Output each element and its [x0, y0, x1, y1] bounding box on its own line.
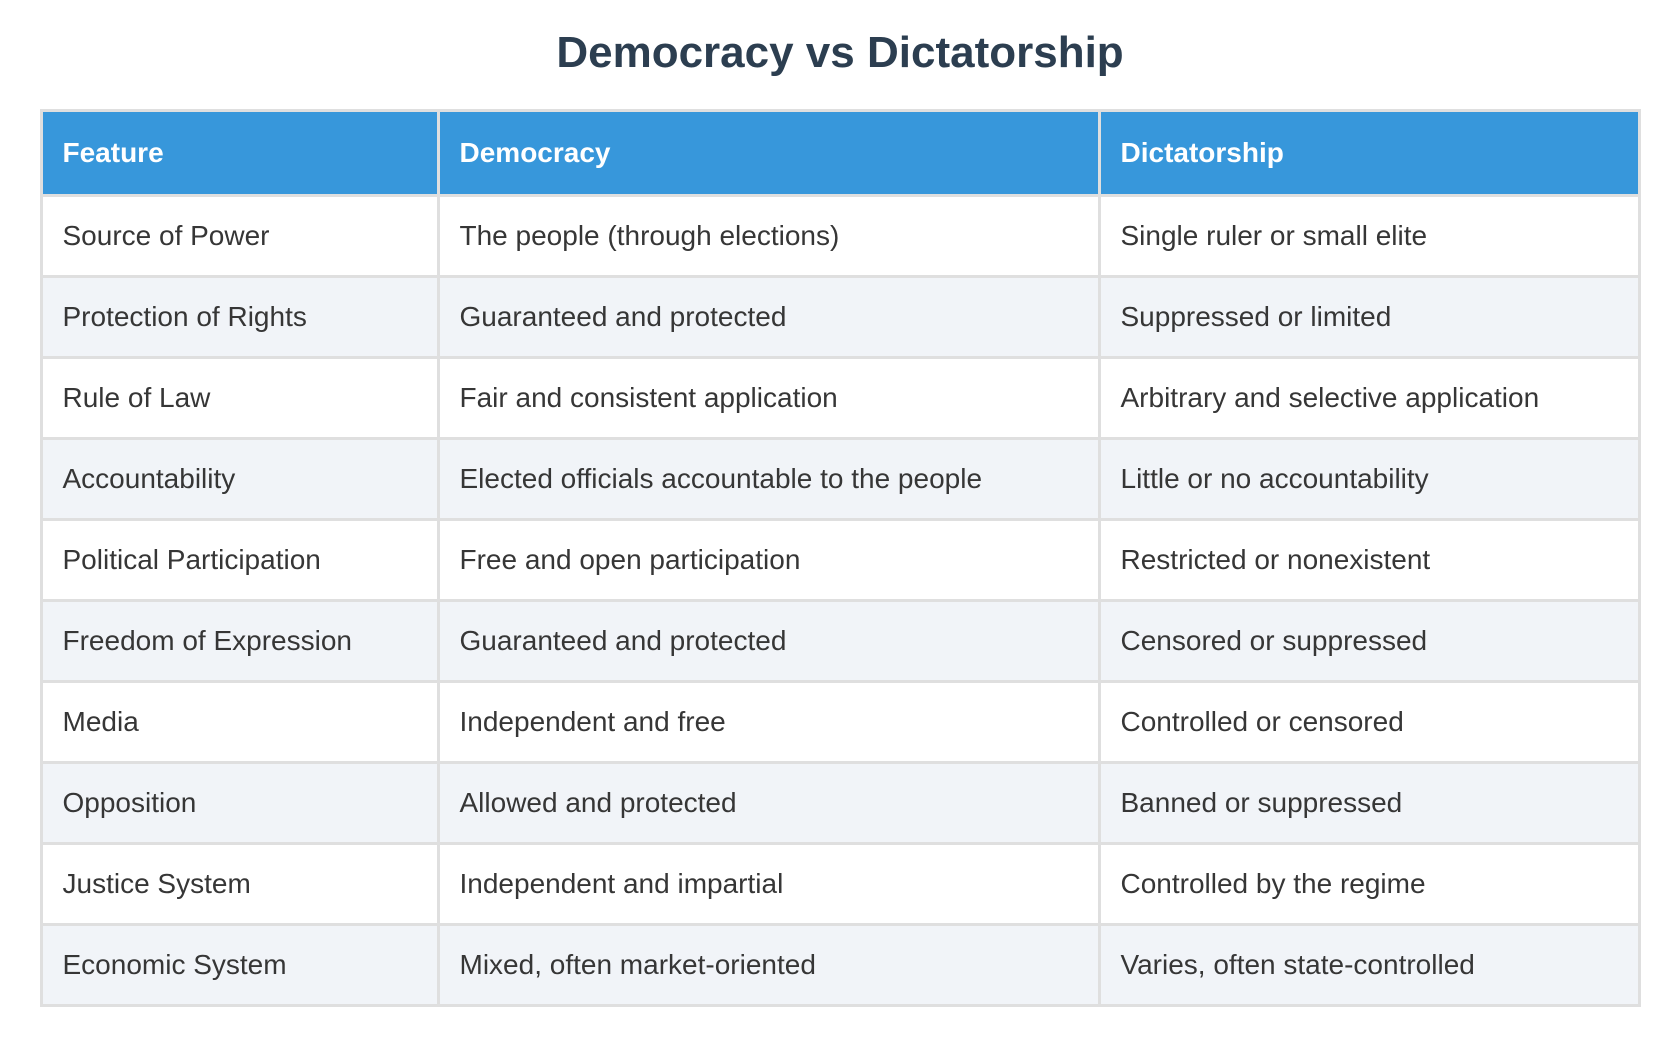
democracy-cell: Guaranteed and protected	[436, 274, 1101, 359]
feature-cell: Freedom of Expression	[39, 598, 440, 683]
democracy-cell: The people (through elections)	[436, 193, 1101, 278]
header-dictatorship: Dictatorship	[1097, 108, 1641, 197]
dictatorship-cell: Banned or suppressed	[1097, 760, 1641, 845]
democracy-cell: Fair and consistent application	[436, 355, 1101, 440]
dictatorship-cell: Arbitrary and selective application	[1097, 355, 1641, 440]
dictatorship-cell: Controlled or censored	[1097, 679, 1641, 764]
table-row: Source of Power The people (through elec…	[39, 193, 1641, 278]
democracy-cell: Independent and impartial	[436, 841, 1101, 926]
table-row: Accountability Elected officials account…	[39, 436, 1641, 521]
democracy-cell: Allowed and protected	[436, 760, 1101, 845]
header-feature: Feature	[39, 108, 440, 197]
header-row: Feature Democracy Dictatorship	[39, 108, 1641, 197]
dictatorship-cell: Little or no accountability	[1097, 436, 1641, 521]
header-democracy: Democracy	[436, 108, 1101, 197]
democracy-cell: Guaranteed and protected	[436, 598, 1101, 683]
table-row: Political Participation Free and open pa…	[39, 517, 1641, 602]
dictatorship-cell: Varies, often state-controlled	[1097, 922, 1641, 1007]
dictatorship-cell: Controlled by the regime	[1097, 841, 1641, 926]
table-row: Freedom of Expression Guaranteed and pro…	[39, 598, 1641, 683]
feature-cell: Accountability	[39, 436, 440, 521]
feature-cell: Protection of Rights	[39, 274, 440, 359]
feature-cell: Rule of Law	[39, 355, 440, 440]
democracy-cell: Mixed, often market-oriented	[436, 922, 1101, 1007]
dictatorship-cell: Censored or suppressed	[1097, 598, 1641, 683]
table-row: Economic System Mixed, often market-orie…	[39, 922, 1641, 1007]
table-row: Opposition Allowed and protected Banned …	[39, 760, 1641, 845]
dictatorship-cell: Suppressed or limited	[1097, 274, 1641, 359]
democracy-cell: Free and open participation	[436, 517, 1101, 602]
feature-cell: Political Participation	[39, 517, 440, 602]
feature-cell: Source of Power	[39, 193, 440, 278]
feature-cell: Opposition	[39, 760, 440, 845]
table-row: Protection of Rights Guaranteed and prot…	[39, 274, 1641, 359]
page-title: Democracy vs Dictatorship	[556, 28, 1124, 77]
democracy-cell: Elected officials accountable to the peo…	[436, 436, 1101, 521]
democracy-cell: Independent and free	[436, 679, 1101, 764]
table-row: Media Independent and free Controlled or…	[39, 679, 1641, 764]
table-row: Rule of Law Fair and consistent applicat…	[39, 355, 1641, 440]
feature-cell: Media	[39, 679, 440, 764]
table-row: Justice System Independent and impartial…	[39, 841, 1641, 926]
feature-cell: Justice System	[39, 841, 440, 926]
comparison-table: Feature Democracy Dictatorship Source of…	[39, 108, 1641, 1007]
dictatorship-cell: Single ruler or small elite	[1097, 193, 1641, 278]
page: Democracy vs Dictatorship Feature Democr…	[0, 28, 1680, 1046]
dictatorship-cell: Restricted or nonexistent	[1097, 517, 1641, 602]
feature-cell: Economic System	[39, 922, 440, 1007]
